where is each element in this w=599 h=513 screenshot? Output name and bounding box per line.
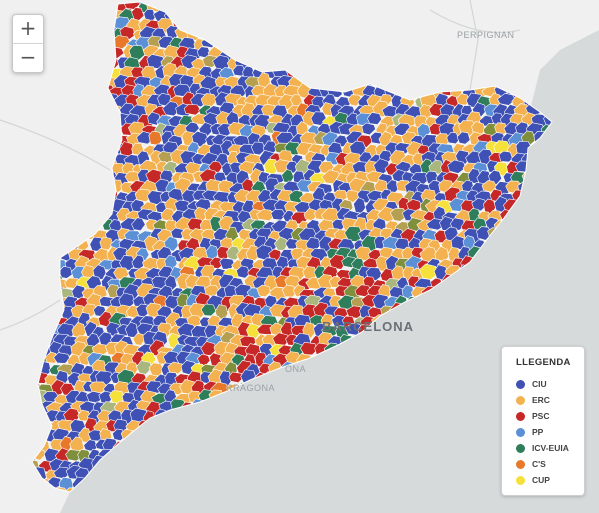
legend-dot-icon: [516, 427, 525, 437]
legend-dot-icon: [516, 395, 525, 405]
road-lines: [0, 0, 520, 330]
municipality[interactable]: [256, 208, 275, 222]
zoom-control: + −: [12, 14, 44, 73]
zoom-out-button[interactable]: −: [13, 43, 43, 72]
label-cardona: ONA: [285, 364, 307, 374]
municipality[interactable]: [446, 132, 460, 145]
catalonia-outline: [31, 1, 553, 493]
legend-item-cs: C'S: [516, 456, 584, 472]
municipality[interactable]: [136, 131, 153, 145]
legend-dot-icon: [516, 379, 525, 389]
municipality[interactable]: [99, 236, 114, 251]
municipality[interactable]: [250, 141, 266, 156]
municipality[interactable]: [148, 130, 163, 146]
zoom-in-button[interactable]: +: [19, 16, 37, 40]
legend-item-cup: CUP: [516, 472, 584, 488]
municipality[interactable]: [170, 227, 186, 239]
label-perpignan: PERPIGNAN: [457, 30, 515, 40]
legend-dot-icon: [516, 411, 525, 421]
municipality[interactable]: [498, 150, 513, 163]
municipality[interactable]: [131, 217, 146, 232]
municipality[interactable]: [281, 284, 297, 298]
legend-panel: LLEGENDA CIU ERC PSC PP ICV-EUIA C'S CUP: [501, 346, 585, 496]
legend-list: CIU ERC PSC PP ICV-EUIA C'S CUP: [516, 376, 584, 488]
municipality[interactable]: [246, 323, 261, 340]
legend-title: LLEGENDA: [516, 357, 571, 368]
municipality[interactable]: [345, 189, 360, 203]
municipality[interactable]: [132, 332, 146, 346]
municipality[interactable]: [361, 122, 376, 136]
municipality[interactable]: [167, 361, 185, 375]
municipality[interactable]: [471, 197, 487, 212]
label-barcelona: BARCELONA: [322, 319, 415, 334]
municipality[interactable]: [389, 207, 408, 222]
legend-item-pp: PP: [516, 424, 584, 440]
legend-dot-icon: [516, 475, 525, 485]
municipality[interactable]: [270, 208, 287, 221]
municipality[interactable]: [419, 263, 438, 280]
legend-item-icv-euia: ICV-EUIA: [516, 440, 584, 456]
municipality[interactable]: [456, 131, 471, 145]
municipality[interactable]: [299, 341, 318, 356]
label-tarragona: RRAGONA: [226, 383, 276, 393]
municipality[interactable]: [136, 360, 153, 375]
municipality[interactable]: [53, 352, 71, 364]
municipality[interactable]: [476, 226, 493, 241]
municipality[interactable]: [256, 284, 272, 298]
municipality[interactable]: [226, 245, 241, 261]
legend-dot-icon: [516, 459, 525, 469]
municipality[interactable]: [268, 248, 283, 262]
municipality[interactable]: [455, 149, 471, 165]
municipality[interactable]: [200, 303, 217, 317]
legend-item-psc: PSC: [516, 408, 584, 424]
municipality[interactable]: [447, 159, 466, 174]
legend-item-ciu: CIU: [516, 376, 584, 392]
legend-dot-icon: [516, 443, 525, 453]
municipality[interactable]: [236, 265, 250, 279]
municipality[interactable]: [228, 371, 244, 384]
municipality[interactable]: [367, 112, 382, 125]
legend-item-erc: ERC: [516, 392, 584, 408]
municipality[interactable]: [456, 93, 470, 106]
municipality[interactable]: [188, 302, 207, 319]
municipality[interactable]: [200, 341, 217, 356]
municipality[interactable]: [112, 428, 126, 442]
municipality[interactable]: [481, 180, 498, 193]
municipality[interactable]: [134, 188, 152, 203]
